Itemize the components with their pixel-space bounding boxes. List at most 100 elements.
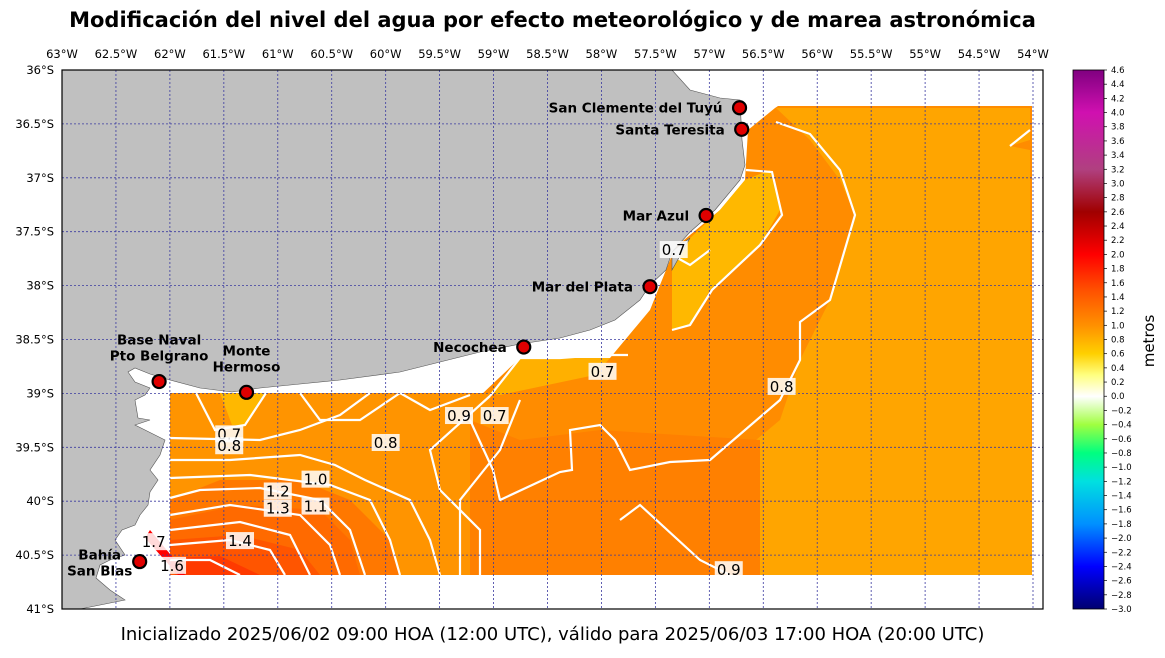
colorbar-tick-label: 4.4: [1111, 80, 1125, 90]
contour-label-bg: [767, 377, 796, 395]
contour-label: 1.0: [301, 470, 330, 489]
colorbar-tick-label: 1.0: [1111, 321, 1125, 331]
colorbar-tick-label: 2.6: [1111, 208, 1125, 218]
station[interactable]: Bahía San Blas: [67, 548, 148, 580]
lon-tick-label: 55.5°W: [850, 47, 893, 61]
contour-label-bg: [226, 532, 255, 550]
colorbar-tick-label: −1.0: [1111, 463, 1132, 473]
station-label: Mar Azul: [623, 209, 689, 225]
lat-tick-label: 36.5°S: [15, 117, 54, 131]
station[interactable]: Monte Hermoso: [213, 343, 281, 400]
contour-label-text: 1.2: [266, 482, 290, 500]
lat-tick-label: 40.5°S: [15, 548, 54, 562]
surge-field-yellow-orange: [490, 358, 610, 395]
lat-tick-label: 38.5°S: [15, 333, 54, 347]
lon-tick-label: 54°W: [1017, 47, 1049, 61]
contour-label: 1.2: [263, 482, 292, 500]
contour-label-text: 0.7: [591, 363, 615, 381]
colorbar-tick-label: 3.6: [1111, 137, 1125, 147]
station-marker-icon[interactable]: [642, 279, 658, 295]
lon-tick-label: 55°W: [909, 47, 941, 61]
lon-tick-label: 59°W: [478, 47, 510, 61]
contour-label-text: 1.1: [304, 498, 328, 516]
colorbar-tick-label: 0.2: [1111, 378, 1125, 388]
contour-label-bg: [263, 499, 292, 517]
colorbar-tick-label: 4.6: [1111, 66, 1125, 76]
lat-tick-label: 39°S: [26, 386, 54, 400]
lon-tick-label: 57.5°W: [634, 47, 677, 61]
colorbar-tick-label: −0.2: [1111, 406, 1132, 416]
contour-label-bg: [659, 241, 688, 259]
contour-label: 1.7: [139, 533, 168, 551]
station[interactable]: Base Naval Pto Belgrano: [110, 333, 209, 390]
contour-label-bg: [158, 556, 187, 574]
colorbar-tick-label: −1.8: [1111, 520, 1132, 530]
station-label: Base Naval Pto Belgrano: [110, 333, 209, 365]
station-marker-icon[interactable]: [734, 121, 750, 137]
colorbar-tick-label: −0.4: [1111, 421, 1132, 431]
station[interactable]: Santa Teresita: [615, 121, 750, 138]
colorbar-tick-label: −2.4: [1111, 562, 1132, 572]
station-markers: San Clemente del Tuyú Santa Teresita Mar A…: [67, 100, 750, 580]
contour-label: 0.8: [371, 433, 400, 452]
colorbar-tick-label: 3.0: [1111, 179, 1125, 189]
station-marker-icon[interactable]: [151, 373, 167, 390]
map-title: Modificación del nivel del agua por efec…: [69, 8, 1036, 32]
contour-label: 1.6: [158, 556, 187, 575]
station-marker-icon[interactable]: [698, 207, 714, 224]
colorbar-tick-label: 3.2: [1111, 165, 1125, 175]
contour-label-bg: [371, 433, 400, 451]
colorbar-tick-label: −1.2: [1111, 477, 1132, 487]
contour-label-text: 1.6: [160, 557, 184, 575]
station-label: San Clemente del Tuyú: [549, 101, 723, 117]
contour-label: 1.1: [301, 497, 330, 516]
station[interactable]: San Clemente del Tuyú: [549, 100, 748, 117]
colorbar-ticks: 4.6 4.4 4.2 4.0 3.8 3.6 3.4 3.2 3.0 2.8 2.6 2.4 2.2 2…: [1104, 66, 1132, 615]
forecast-subtitle: Inicializado 2025/06/02 09:00 HOA (12:00…: [120, 624, 985, 645]
lon-tick-label: 56°W: [801, 47, 833, 61]
lon-tick-label: 54.5°W: [958, 47, 1001, 61]
surge-field-light-orange-coast: [720, 108, 1032, 575]
coordinate-grid: [62, 70, 1043, 609]
lon-tick-label: 59.5°W: [418, 47, 461, 61]
lon-tick-label: 62°W: [154, 47, 186, 61]
contour-label-text: 0.8: [770, 378, 794, 396]
surge-field-deep: [470, 420, 760, 575]
lat-tick-label: 36°S: [26, 63, 54, 77]
lon-tick-label: 58.5°W: [526, 47, 569, 61]
station-marker-icon[interactable]: [516, 339, 532, 355]
colorbar-tick-label: 0.8: [1111, 336, 1125, 346]
colorbar-tick-label: −2.0: [1111, 534, 1132, 544]
lon-tick-label: 56.5°W: [742, 47, 785, 61]
station-marker-icon[interactable]: [731, 100, 748, 116]
colorbar-tick-label: −0.6: [1111, 435, 1132, 445]
longitude-ticks: 63°W 62.5°W 62°W 61.5°W 61°W 60.5°W 60°W 59.5°W…: [46, 47, 1049, 61]
contour-label-text: 1.0: [304, 471, 328, 489]
station[interactable]: Necochea: [433, 339, 532, 356]
lon-tick-label: 58°W: [586, 47, 618, 61]
colorbar-label: metros: [1140, 315, 1158, 368]
colorbar-tick-label: 1.8: [1111, 265, 1125, 275]
colorbar-tick-label: 2.0: [1111, 250, 1125, 260]
station-label: Santa Teresita: [615, 122, 724, 138]
colorbar-tick-label: −2.8: [1111, 591, 1132, 601]
lon-tick-label: 62.5°W: [95, 47, 138, 61]
contour-label-bg: [714, 561, 743, 579]
contour-label-bg: [139, 533, 168, 551]
station[interactable]: Mar del Plata: [532, 279, 658, 296]
station-marker-icon[interactable]: [238, 384, 255, 400]
station[interactable]: Mar Azul: [623, 207, 714, 225]
station-marker-icon[interactable]: [132, 553, 148, 570]
contour-label-text: 1.4: [228, 532, 252, 550]
colorbar-tick-label: 0.6: [1111, 350, 1125, 360]
colorbar-tick-label: −3.0: [1111, 605, 1132, 615]
contour-label-text: 0.9: [447, 407, 471, 425]
colorbar-tick-label: 4.0: [1111, 109, 1125, 119]
station-label: Necochea: [433, 340, 507, 356]
contour-label-bg: [301, 470, 330, 488]
contour-label: 0.7: [588, 362, 617, 381]
contour-label-text: 0.9: [717, 561, 741, 579]
colorbar-tick-label: 1.2: [1111, 307, 1125, 317]
latitude-ticks: 36°S 36.5°S 37°S 37.5°S 38°S 38.5°S 39°S 39.5°S…: [15, 63, 54, 616]
contour-labels: 0.70.80.70.70.90.80.70.81.01.21.3 1.11.41…: [139, 241, 796, 579]
